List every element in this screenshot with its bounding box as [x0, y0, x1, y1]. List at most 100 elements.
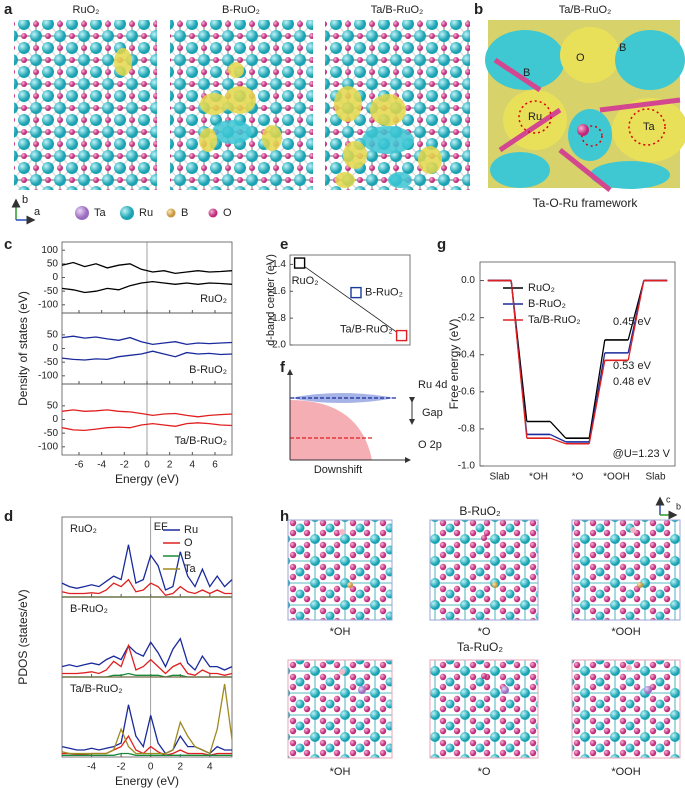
legend-label: Ru	[139, 207, 153, 219]
axis-label: b	[22, 194, 28, 206]
y-tick-label: 50	[47, 400, 59, 411]
dos-line	[61, 350, 233, 361]
legend-label: Ta/B-RuO₂	[528, 314, 581, 326]
pdos-line	[61, 578, 232, 597]
y-tick-label: -0.8	[458, 424, 476, 435]
step-connector	[588, 360, 606, 444]
legend-label: O	[223, 207, 232, 219]
structure-title: Ta/B-RuO₂	[559, 4, 612, 16]
dos-line	[61, 261, 233, 275]
axis-label: a	[34, 206, 41, 218]
label: O 2p	[418, 439, 442, 451]
x-tick-label: 4	[207, 762, 213, 773]
caption: *OH	[330, 766, 351, 778]
legend-label: Ru	[184, 524, 198, 536]
subplot-label: RuO₂	[70, 523, 97, 535]
step-connector	[627, 280, 645, 361]
annotation: 0.53 eV	[613, 360, 652, 372]
x-tick-label: -4	[97, 460, 106, 471]
point	[395, 329, 408, 342]
legend-label: B	[184, 550, 191, 562]
x-axis-label: Energy (eV)	[115, 472, 179, 486]
x-tick-label: -2	[120, 460, 129, 471]
y-tick-label: -100	[38, 441, 58, 452]
structure-title: B-RuO₂	[222, 4, 260, 16]
y-tick-label: -0.2	[458, 312, 476, 323]
panel-b: Ta/B-RuO₂ B O B Ru Ta Ta-O-Ru framework	[485, 4, 685, 210]
dos-line	[61, 335, 233, 346]
structure-image	[287, 659, 393, 759]
subplot-label: RuO₂	[200, 293, 227, 305]
pdos-line	[61, 683, 233, 755]
step-connector	[549, 421, 567, 439]
legend-label: B-RuO₂	[528, 298, 566, 310]
axis-indicator: c b	[655, 494, 681, 520]
y-axis-label: Density of states (eV)	[16, 291, 30, 406]
adsorbates	[339, 527, 652, 694]
atom-label: B	[523, 67, 530, 79]
caption: *OOH	[611, 626, 640, 638]
legend-label: O	[184, 537, 193, 549]
y-tick-label: -2.0	[269, 340, 287, 351]
plot-frame	[61, 676, 233, 758]
subplot-label: Ta/B-RuO₂	[174, 435, 227, 447]
condition: @U=1.23 V	[613, 448, 671, 460]
atom-label: B	[619, 42, 626, 54]
point	[293, 257, 306, 269]
y-tick-label: 50	[47, 329, 59, 340]
panel-h: B-RuO₂ Ta-RuO₂ *OH *O *OOH *OH *O *OOH c…	[287, 494, 681, 778]
structure-image	[287, 519, 393, 621]
row-title: Ta-RuO₂	[457, 640, 503, 654]
atom-legend: Ta Ru B O	[75, 206, 232, 220]
y-tick-label: -0.4	[458, 349, 476, 360]
panel-f: Ru 4d Gap O 2p Downshift	[287, 369, 447, 476]
y-tick-label: 100	[41, 245, 58, 256]
y-tick-label: 0.0	[461, 275, 475, 286]
y-axis-label: d-band center (eV)	[265, 254, 277, 346]
dos-line	[61, 409, 233, 418]
y-tick-label: 0	[52, 414, 58, 425]
step-connector	[588, 339, 606, 439]
x-tick-label: *OOH	[603, 472, 630, 483]
atom-label: Ta	[643, 121, 656, 133]
annotation: 0.48 eV	[613, 376, 652, 388]
atom-label: O	[576, 52, 585, 64]
x-tick-label: Slab	[645, 472, 665, 483]
step-connector	[510, 280, 528, 439]
point-label: Ta/B-RuO₂	[340, 324, 393, 336]
panel-label: c	[4, 236, 12, 253]
caption: *OH	[330, 626, 351, 638]
label: Ru 4d	[418, 379, 447, 391]
legend-label: B	[181, 207, 188, 219]
y-axis-label: PDOS (states/eV)	[16, 589, 30, 684]
y-tick-label: -100	[38, 370, 58, 381]
point	[350, 286, 362, 299]
pdos-line	[61, 637, 233, 672]
y-tick-label: -1.4	[269, 259, 287, 270]
atom-label: Ru	[528, 111, 542, 123]
x-tick-label: 2	[167, 460, 173, 471]
x-tick-label: -2	[117, 762, 126, 773]
dos-line	[61, 280, 233, 294]
pdos-line	[61, 704, 232, 755]
x-tick-label: 4	[190, 460, 196, 471]
step-connector	[549, 433, 567, 443]
annotation: 0.45 eV	[613, 316, 652, 328]
y-tick-label: -1.0	[458, 461, 476, 472]
panel-label: d	[4, 508, 13, 525]
trend-line	[299, 262, 402, 336]
point-label: B-RuO₂	[365, 287, 403, 299]
point-label: RuO₂	[292, 275, 319, 287]
legend-label: Ta	[184, 563, 197, 575]
structure-image	[14, 20, 157, 190]
x-tick-label: -6	[75, 460, 84, 471]
charge-density	[114, 48, 442, 188]
y-tick-label: -50	[44, 428, 59, 439]
plot-frame	[479, 261, 676, 467]
pdos-line	[62, 752, 232, 756]
structure-title: Ta/B-RuO₂	[371, 4, 424, 16]
y-tick-label: -50	[44, 286, 59, 297]
x-tick-label: *O	[572, 472, 584, 483]
panel-label: e	[280, 236, 288, 253]
